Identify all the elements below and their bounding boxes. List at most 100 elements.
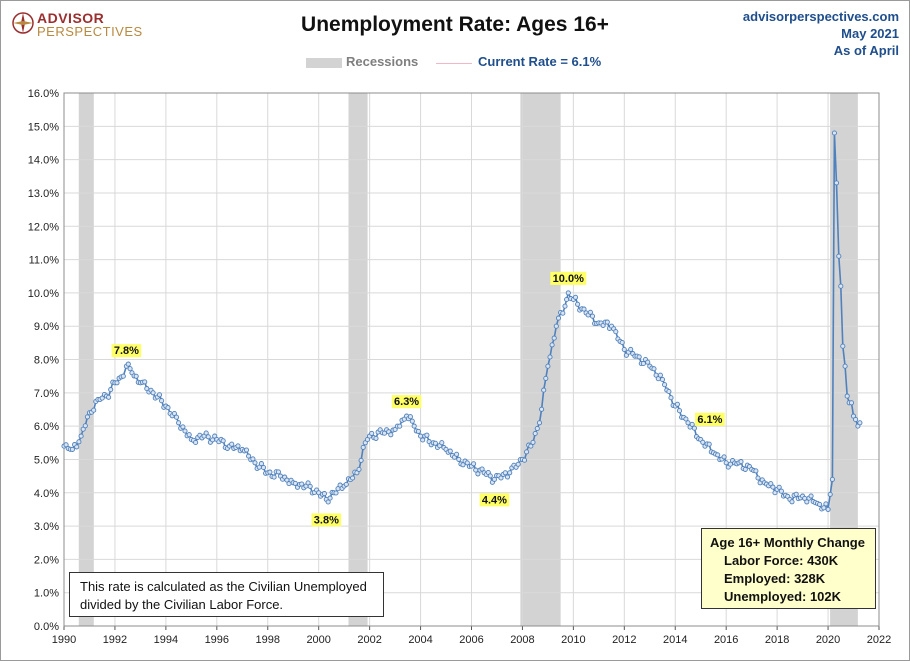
- data-point-marker: [229, 441, 235, 447]
- data-point-marker: [369, 430, 375, 436]
- data-point-marker: [373, 435, 379, 441]
- data-point-marker: [397, 423, 403, 429]
- data-point-marker: [545, 363, 551, 369]
- data-point-marker: [114, 380, 120, 386]
- data-point-marker: [432, 440, 438, 446]
- data-point-marker: [498, 475, 504, 481]
- x-tick-label: 1998: [256, 634, 280, 646]
- data-point-marker: [358, 457, 364, 463]
- data-point-marker: [842, 363, 848, 369]
- y-tick-label: 9.0%: [34, 321, 59, 333]
- data-point-marker: [619, 339, 625, 346]
- data-point-marker: [235, 443, 241, 449]
- annotation-label: 6.3%: [394, 396, 419, 408]
- x-tick-label: 1992: [103, 634, 127, 646]
- data-point-marker: [193, 439, 199, 446]
- monthly-change-title: Age 16+ Monthly Change: [710, 535, 865, 550]
- data-point-marker: [258, 461, 264, 467]
- data-point-marker: [252, 460, 258, 466]
- x-tick-label: 2018: [765, 634, 789, 646]
- data-point-marker: [823, 501, 829, 507]
- x-tick-label: 2014: [663, 634, 687, 646]
- unemployment-rate-line: [63, 132, 861, 513]
- data-point-marker: [246, 453, 252, 459]
- data-point-marker: [564, 296, 570, 303]
- data-point-marker: [360, 444, 366, 450]
- data-point-marker: [325, 499, 331, 505]
- data-point-marker: [76, 439, 82, 445]
- annotation-label: 4.4%: [482, 494, 507, 506]
- data-point-marker: [534, 425, 540, 432]
- data-point-marker: [778, 488, 784, 494]
- data-point-marker: [299, 481, 305, 487]
- data-point-marker: [723, 460, 729, 466]
- y-tick-label: 15.0%: [28, 121, 59, 133]
- data-point-marker: [388, 432, 394, 438]
- data-point-marker: [817, 501, 823, 507]
- data-point-marker: [502, 470, 508, 476]
- data-point-marker: [171, 410, 177, 417]
- data-point-marker: [156, 392, 163, 398]
- data-point-marker: [532, 430, 538, 437]
- data-point-marker: [99, 395, 105, 401]
- data-point-marker: [515, 461, 521, 467]
- data-point-marker: [321, 491, 327, 497]
- data-point-marker: [674, 401, 680, 407]
- data-point-marker: [666, 388, 672, 395]
- data-point-marker: [560, 310, 566, 316]
- data-point-marker: [91, 407, 97, 413]
- data-point-marker: [676, 408, 683, 414]
- data-point-marker: [176, 420, 182, 426]
- data-point-marker: [838, 283, 844, 289]
- unemployed-change: Unemployed: 102K: [724, 589, 842, 604]
- annotation-label: 10.0%: [553, 273, 584, 285]
- x-tick-label: 2010: [561, 634, 585, 646]
- data-point-marker: [613, 329, 619, 335]
- data-point-marker: [460, 462, 466, 468]
- data-point-marker: [120, 373, 126, 379]
- data-point-marker: [63, 442, 69, 448]
- data-point-marker: [721, 454, 727, 460]
- data-point-marker: [127, 366, 133, 372]
- legend-recessions-label: Recessions: [346, 54, 419, 69]
- data-point-marker: [275, 469, 281, 475]
- data-point-marker: [471, 461, 477, 467]
- data-point-marker: [454, 451, 460, 457]
- x-tick-label: 2022: [867, 634, 891, 646]
- data-point-marker: [836, 253, 842, 259]
- data-point-marker: [549, 342, 555, 348]
- data-point-marker: [827, 491, 833, 497]
- data-point-marker: [267, 469, 273, 475]
- data-point-marker: [829, 476, 835, 482]
- data-point-marker: [833, 180, 840, 186]
- x-tick-label: 2000: [306, 634, 330, 646]
- x-tick-label: 2002: [357, 634, 381, 646]
- data-point-marker: [203, 430, 209, 436]
- data-point-marker: [182, 428, 188, 434]
- data-point-marker: [662, 382, 668, 388]
- data-point-marker: [74, 444, 80, 450]
- data-point-marker: [572, 294, 579, 300]
- annotation-label: 3.8%: [314, 514, 339, 526]
- data-point-marker: [821, 505, 827, 511]
- data-point-marker: [392, 426, 398, 433]
- data-point-marker: [271, 474, 277, 480]
- data-point-marker: [133, 373, 139, 379]
- data-point-marker: [411, 423, 417, 429]
- data-point-marker: [507, 470, 513, 476]
- data-point-marker: [640, 360, 646, 367]
- data-point-marker: [742, 466, 748, 472]
- data-point-marker: [683, 416, 689, 422]
- data-point-marker: [307, 483, 313, 489]
- y-tick-label: 8.0%: [34, 355, 59, 367]
- data-point-marker: [108, 387, 114, 393]
- x-tick-label: 1996: [205, 634, 229, 646]
- labor-force-change: Labor Force: 430K: [724, 553, 839, 568]
- data-point-marker: [356, 466, 362, 472]
- x-tick-label: 2008: [510, 634, 534, 646]
- data-point-marker: [180, 424, 186, 430]
- y-tick-label: 4.0%: [34, 488, 59, 500]
- x-tick-label: 1994: [154, 634, 178, 646]
